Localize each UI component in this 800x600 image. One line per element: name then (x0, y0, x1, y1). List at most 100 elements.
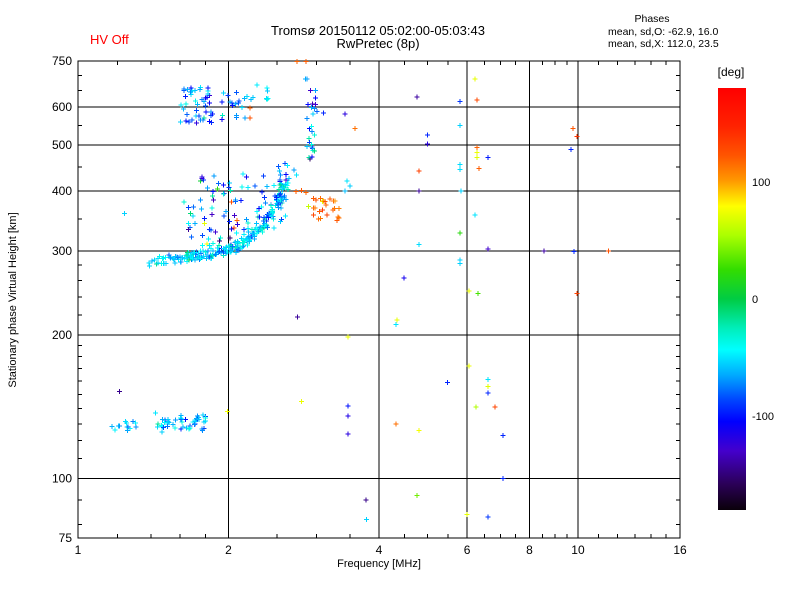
data-point (277, 192, 283, 198)
data-point (234, 112, 240, 118)
data-point (209, 193, 215, 199)
x-tick-label: 8 (526, 543, 533, 557)
data-point (214, 245, 220, 251)
data-point (163, 260, 169, 266)
data-point (229, 226, 235, 232)
data-point (233, 90, 239, 96)
data-point (312, 102, 318, 108)
data-point (155, 421, 161, 427)
y-tick-label: 100 (52, 471, 72, 485)
data-point (317, 209, 323, 215)
data-point (324, 212, 330, 218)
data-point (223, 209, 229, 215)
data-point (308, 104, 314, 110)
data-point (178, 102, 184, 108)
data-point (303, 189, 309, 195)
data-point (309, 142, 315, 148)
data-point (203, 249, 209, 255)
data-point (227, 243, 233, 249)
data-point (414, 94, 420, 100)
data-point (308, 87, 314, 93)
data-point (227, 219, 233, 225)
grid-lines (78, 61, 680, 538)
data-point (205, 91, 211, 97)
data-point (264, 224, 270, 230)
data-point (183, 118, 189, 124)
data-point (184, 252, 190, 258)
data-point (161, 255, 167, 261)
plot-frame (77, 60, 681, 539)
scatter-points (109, 59, 611, 523)
data-point (277, 182, 283, 188)
data-point (109, 424, 115, 430)
phases-o-stats: mean, sd,O: -62.9, 16.0 (608, 26, 718, 38)
data-point (219, 99, 225, 105)
data-point (224, 409, 230, 415)
data-point (334, 217, 340, 223)
data-point (424, 141, 430, 147)
data-point (159, 429, 165, 435)
data-point (275, 204, 281, 210)
data-point (271, 183, 277, 189)
data-point (183, 253, 189, 259)
data-point (259, 189, 265, 195)
data-point (244, 174, 250, 180)
data-point (571, 249, 577, 255)
colorbar-tick-label: 0 (752, 294, 758, 306)
data-point (194, 254, 200, 260)
data-point (210, 111, 216, 117)
data-point (251, 233, 257, 239)
data-point (302, 76, 308, 82)
data-point (211, 197, 217, 203)
data-point (313, 87, 319, 93)
data-point (457, 98, 463, 104)
data-point (444, 379, 450, 385)
data-point (172, 425, 178, 431)
data-point (133, 420, 139, 426)
data-point (228, 188, 234, 194)
data-point (416, 428, 422, 434)
data-point (183, 93, 189, 99)
data-point (161, 420, 167, 426)
data-point (229, 243, 235, 249)
data-point (236, 98, 242, 104)
data-point (605, 248, 611, 254)
data-point (310, 212, 316, 218)
data-point (232, 198, 238, 204)
data-point (457, 261, 463, 267)
data-point (178, 259, 184, 265)
data-point (261, 214, 267, 220)
data-point (123, 418, 129, 424)
data-point (247, 115, 253, 121)
data-point (216, 181, 222, 187)
data-point (221, 190, 227, 196)
data-point (245, 184, 251, 190)
data-point (206, 243, 212, 249)
y-tick-label: 400 (52, 184, 72, 198)
data-point (187, 425, 193, 431)
data-point (201, 216, 207, 222)
data-point (181, 87, 187, 93)
phases-x-stats: mean, sd,X: 112.0, 23.5 (608, 38, 719, 50)
data-point (568, 147, 574, 153)
data-point (180, 106, 186, 112)
data-point (216, 248, 222, 254)
data-point (231, 212, 237, 218)
x-tick-label: 4 (376, 543, 383, 557)
data-point (225, 93, 231, 99)
data-point (223, 245, 229, 251)
data-point (153, 410, 159, 416)
data-point (364, 517, 370, 523)
data-point (266, 212, 272, 218)
data-point (472, 76, 478, 82)
data-point (208, 227, 214, 233)
data-point (574, 133, 580, 139)
data-point (294, 59, 300, 65)
data-point (309, 124, 315, 130)
data-point (217, 238, 223, 244)
data-point (196, 416, 202, 422)
data-point (256, 206, 262, 212)
data-point (204, 95, 210, 101)
